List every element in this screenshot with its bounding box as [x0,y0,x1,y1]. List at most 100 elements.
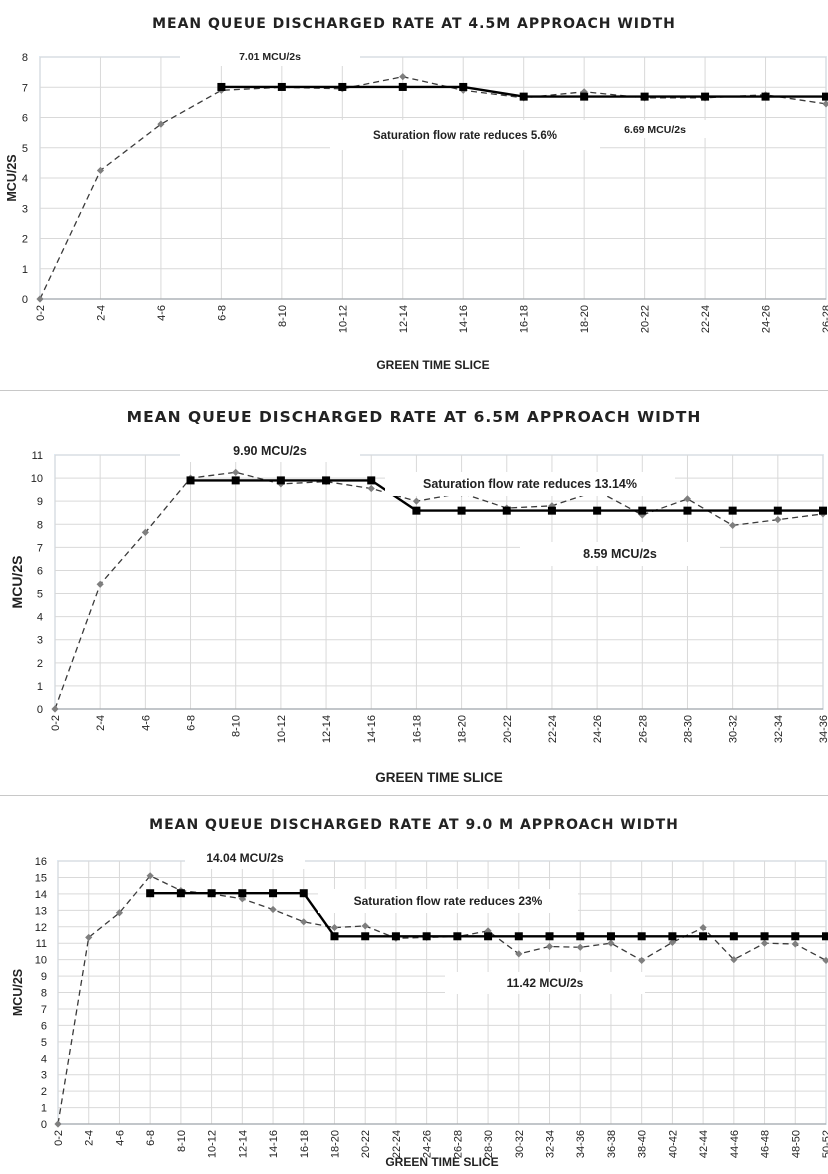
x-tick-label: 16-18 [299,1130,311,1158]
data-point-diamond [699,923,707,932]
data-point-square [729,932,738,941]
data-point-square [391,932,400,941]
data-point-diamond [791,940,799,948]
x-tick-label: 16-18 [411,715,423,743]
y-tick-label: 12 [35,922,47,934]
y-tick-label: 14 [35,889,47,901]
annotation-label: 6.69 MCU/2s [624,124,686,136]
data-point-square [761,92,770,101]
y-tick-label: 10 [31,473,43,485]
data-point-diamond [54,1120,62,1128]
data-point-square [819,506,827,515]
x-tick-label: 6-8 [186,715,198,731]
y-tick-label: 10 [35,955,47,967]
data-point-square [398,82,407,91]
data-point-diamond [576,943,584,951]
y-tick-label: 1 [41,1103,47,1115]
data-point-diamond [515,950,523,958]
x-tick-label: 6-8 [216,305,228,321]
y-tick-label: 4 [37,612,43,624]
data-point-square [640,92,649,101]
y-tick-label: 16 [35,856,47,868]
y-axis-label: MCU/2S [11,969,25,1016]
data-point-square [457,506,466,515]
data-point-square [422,932,431,941]
y-tick-label: 1 [37,681,43,693]
x-axis-label: GREEN TIME SLICE [376,358,489,372]
data-point-diamond [330,923,339,932]
data-point-diamond [269,905,277,914]
x-tick-label: 22-24 [547,715,559,743]
data-point-diamond [157,120,165,128]
chart-panel-9-0m: MEAN QUEUE DISCHARGED RATE AT 9.0 M APPR… [0,797,828,1174]
data-point-diamond [367,484,375,493]
data-point-diamond [607,939,615,947]
data-point-square [514,932,523,941]
y-tick-label: 9 [41,971,47,983]
x-tick-label: 28-30 [682,715,694,743]
y-tick-label: 5 [37,589,43,601]
y-tick-label: 15 [35,872,47,884]
x-tick-label: 46-48 [760,1130,772,1158]
data-point-square [760,932,769,941]
data-point-square [269,889,278,898]
y-tick-label: 6 [37,565,43,577]
y-tick-label: 2 [37,658,43,670]
data-point-square [593,506,602,515]
annotation-box [590,120,720,138]
data-point-square [322,476,331,485]
chart-title: MEAN QUEUE DISCHARGED RATE AT 4.5M APPRO… [152,16,676,32]
x-tick-label: 20-22 [502,715,514,743]
x-tick-label: 8-10 [231,715,243,737]
chart-svg: MEAN QUEUE DISCHARGED RATE AT 6.5M APPRO… [9,408,828,785]
x-tick-label: 26-28 [452,1130,464,1158]
x-tick-label: 50-52 [821,1130,828,1158]
x-tick-label: 10-12 [276,715,288,743]
data-point-square [668,932,677,941]
x-tick-label: 12-14 [398,305,410,333]
data-point-diamond [729,521,737,530]
x-tick-label: 0-2 [53,1130,65,1146]
x-tick-label: 14-16 [366,715,378,743]
annotation-box [330,120,600,150]
y-tick-label: 0 [41,1119,47,1131]
y-tick-label: 2 [22,234,28,246]
annotation-box [180,46,360,66]
x-tick-label: 14-16 [458,305,470,333]
data-point-square [238,889,247,898]
y-axis-label: MCU/2S [9,556,25,609]
y-tick-label: 13 [35,905,47,917]
data-point-square [701,92,710,101]
x-tick-label: 34-36 [575,1130,587,1158]
chart-svg: MEAN QUEUE DISCHARGED RATE AT 4.5M APPRO… [5,16,828,372]
x-tick-label: 22-24 [391,1130,403,1158]
y-tick-label: 9 [37,496,43,508]
x-tick-label: 14-16 [268,1130,280,1158]
data-point-diamond [96,166,105,175]
data-point-square [186,476,195,485]
x-tick-label: 24-26 [592,715,604,743]
data-point-square [728,506,737,515]
data-point-square [699,932,708,941]
y-tick-label: 8 [37,519,43,531]
data-point-square [459,82,468,91]
data-point-diamond [730,956,738,964]
data-point-square [502,506,511,515]
x-tick-label: 2-4 [95,305,107,321]
data-point-diamond [545,942,554,951]
y-tick-label: 1 [22,264,28,276]
data-point-diamond [51,705,59,713]
annotation-label: Saturation flow rate reduces 13.14% [423,477,637,491]
x-tick-label: 20-22 [360,1130,372,1158]
x-tick-label: 36-38 [606,1130,618,1158]
annotation-label: Saturation flow rate reduces 5.6% [373,130,557,142]
data-point-square [519,92,528,101]
data-point-diamond [412,497,421,505]
data-point-square [683,506,692,515]
y-tick-label: 7 [37,542,43,554]
y-tick-label: 0 [37,704,43,716]
x-tick-label: 34-36 [818,715,828,743]
x-tick-label: 6-8 [145,1130,157,1146]
data-point-square [207,889,216,898]
chart-title: MEAN QUEUE DISCHARGED RATE AT 6.5M APPRO… [127,408,702,426]
